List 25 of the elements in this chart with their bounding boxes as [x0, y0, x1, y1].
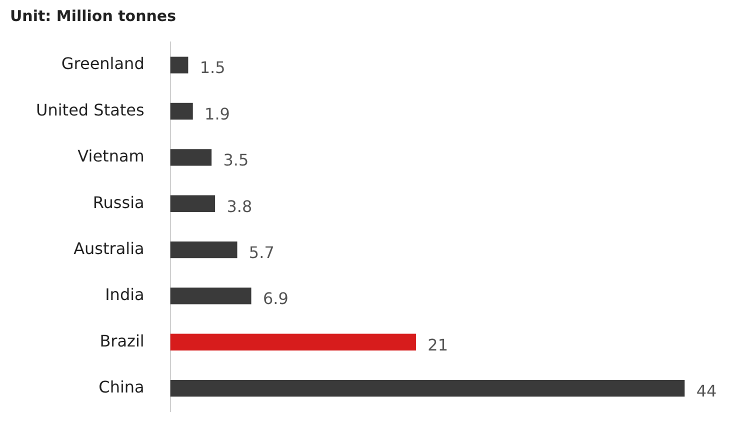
bar	[170, 380, 685, 397]
y-tick-label: United States	[36, 100, 144, 120]
bar	[170, 241, 238, 258]
data-label: 1.5	[200, 58, 226, 78]
y-tick-label: Greenland	[61, 54, 144, 74]
data-label: 1.9	[204, 104, 230, 124]
y-tick-label: India	[105, 285, 144, 304]
data-label: 21	[428, 335, 448, 354]
y-tick-label: Vietnam	[78, 146, 144, 166]
bar	[170, 56, 188, 74]
data-label: 3.8	[226, 196, 252, 216]
y-tick-label: Australia	[74, 238, 144, 258]
bar	[170, 195, 216, 212]
y-tick-label: Russia	[92, 192, 144, 212]
bar	[170, 149, 212, 166]
data-label: 6.9	[262, 289, 288, 308]
data-label: 3.5	[223, 150, 249, 170]
bar	[170, 102, 193, 120]
bar	[170, 288, 252, 304]
bar	[170, 334, 416, 350]
data-label: 44	[696, 381, 717, 400]
data-label: 5.7	[248, 242, 274, 262]
y-tick-label: Brazil	[100, 331, 144, 350]
chart-title: Unit: Million tonnes	[10, 6, 176, 25]
y-tick-label: China	[98, 377, 144, 396]
